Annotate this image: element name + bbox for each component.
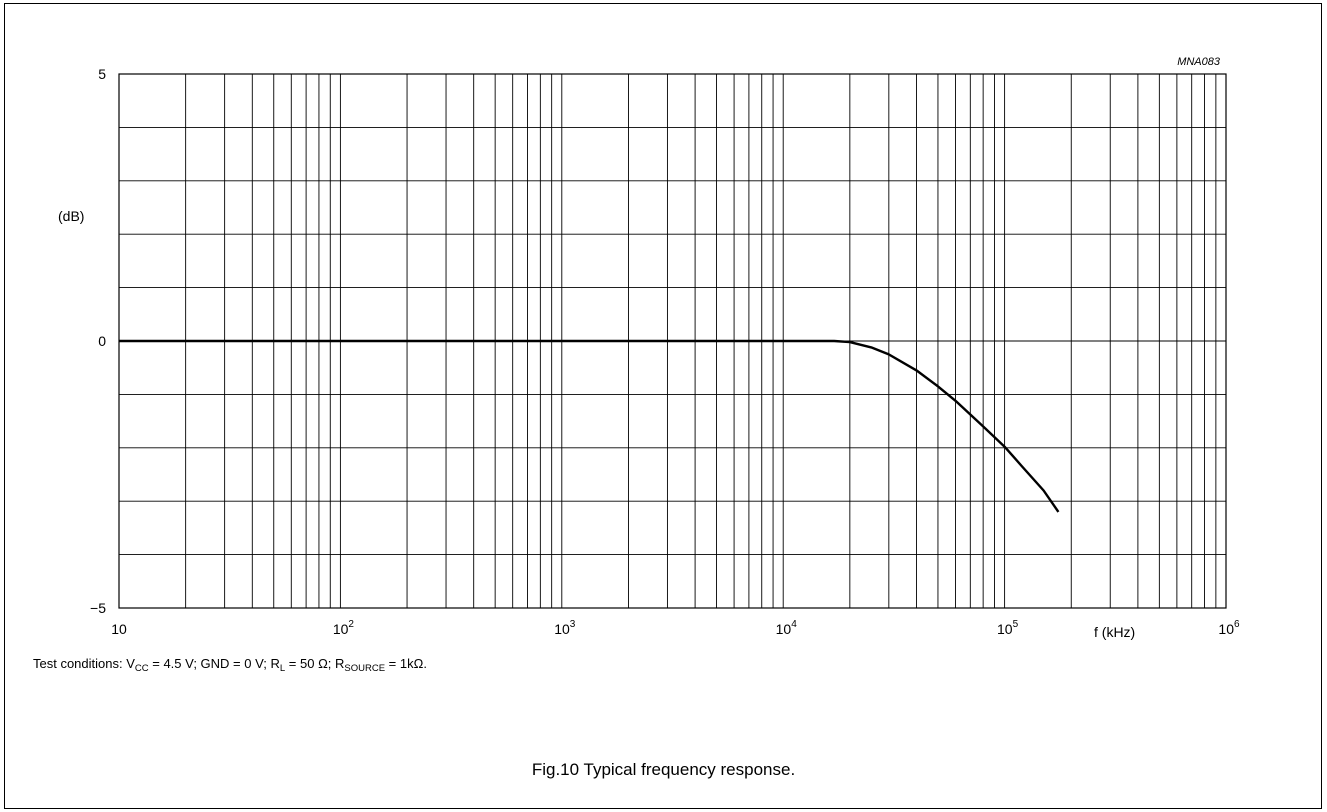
- figure-frame: [4, 3, 1322, 809]
- x-tick-label: 102: [333, 619, 355, 637]
- frequency-response-chart: 50−5 10 102 103 104 105 106 MNA083 (dB) f (kH…: [58, 56, 1240, 640]
- y-tick-label: 0: [98, 333, 106, 349]
- y-tick-labels: 5 0 −5: [90, 66, 106, 616]
- x-tick-base: 10: [1218, 621, 1234, 637]
- x-tick-exponent: 6: [1234, 619, 1240, 630]
- y-tick-label: 5: [98, 66, 106, 82]
- x-tick-label: 104: [776, 619, 798, 637]
- x-tick-label: 103: [554, 619, 576, 637]
- x-tick-exponent: 3: [570, 619, 576, 630]
- x-tick-exponent: 4: [791, 619, 797, 630]
- x-tick-label: 105: [997, 619, 1019, 637]
- x-tick-base: 10: [333, 621, 349, 637]
- x-tick-labels: 10 102 103 104 105 106: [111, 619, 1240, 637]
- x-tick-label: 106: [1218, 619, 1240, 637]
- vcc-subscript: CC: [134, 663, 149, 674]
- x-axis-label: f (kHz): [1094, 624, 1135, 640]
- rsource-subscript: SOURCE: [344, 663, 386, 674]
- x-tick-base: 10: [776, 621, 792, 637]
- test-conditions-prefix: Test conditions: V: [33, 656, 135, 671]
- y-axis-label: (dB): [58, 208, 84, 224]
- test-conditions-rl: = 50 Ω; R: [285, 656, 345, 671]
- rl-subscript: L: [279, 663, 286, 674]
- x-tick-base: 10: [554, 621, 570, 637]
- figure-caption: Fig.10 Typical frequency response.: [531, 760, 796, 779]
- x-tick-exponent: 5: [1013, 619, 1019, 630]
- y-tick-label: −5: [90, 600, 106, 616]
- figure-id: MNA083: [1177, 56, 1221, 68]
- x-tick-label: 10: [111, 621, 127, 637]
- x-tick-exponent: 2: [348, 619, 354, 630]
- frequency-response-curve: [119, 339, 1060, 513]
- x-tick-base: 10: [997, 621, 1013, 637]
- test-conditions-rsource: = 1kΩ.: [385, 656, 427, 671]
- x-tick-base: 10: [111, 621, 127, 637]
- test-conditions: Test conditions: VCC = 4.5 V; GND = 0 V;…: [33, 656, 427, 674]
- test-conditions-vcc: = 4.5 V; GND = 0 V; R: [148, 656, 280, 671]
